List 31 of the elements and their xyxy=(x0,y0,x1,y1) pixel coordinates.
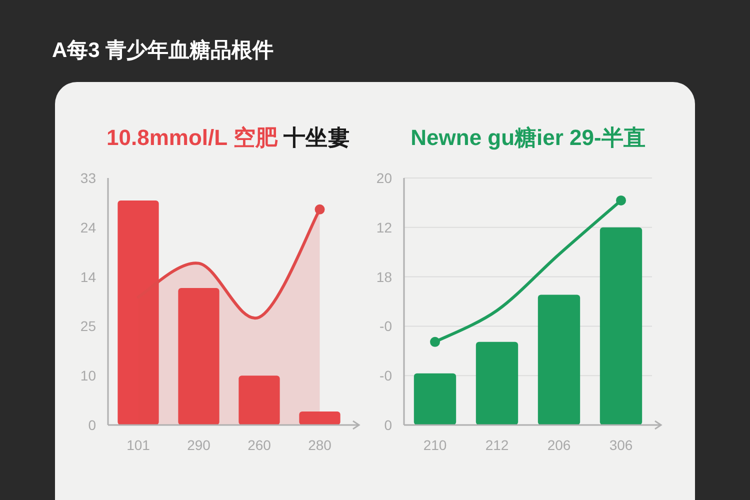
x-tick-label: 101 xyxy=(126,437,150,453)
text: 24 xyxy=(80,219,96,236)
text: -0 xyxy=(380,318,392,334)
x-tick-label: 260 xyxy=(248,437,272,453)
text: A每3 青少年血糖品根件 xyxy=(52,38,274,62)
bar xyxy=(538,294,580,425)
x-tick-label: 280 xyxy=(308,437,332,453)
x-tick-label: 290 xyxy=(187,437,211,453)
x-tick-label: 306 xyxy=(609,437,633,453)
text: 12 xyxy=(376,219,392,236)
chart-title: Newne gu糖ier 29-半直 xyxy=(410,125,646,150)
text: 14 xyxy=(80,268,96,285)
text: 20 xyxy=(376,170,392,186)
text: 10 xyxy=(80,368,96,384)
bar xyxy=(600,227,642,425)
text: 25 xyxy=(80,318,96,334)
text: 0 xyxy=(88,417,96,433)
bar xyxy=(414,373,456,425)
text: 18 xyxy=(376,268,392,285)
bar xyxy=(476,342,518,425)
chart-subtitle: 十坐婁 xyxy=(277,125,350,150)
text: 33 xyxy=(80,170,96,186)
text: 0 xyxy=(384,417,392,433)
x-tick-label: 206 xyxy=(547,437,571,453)
bar xyxy=(238,376,280,425)
x-tick-label: 210 xyxy=(423,437,447,453)
bar xyxy=(178,288,220,425)
x-tick-label: 212 xyxy=(485,437,509,453)
text: -0 xyxy=(380,368,392,384)
chart-title: 10.8mmol/L 空肥 xyxy=(106,125,278,150)
bar xyxy=(299,412,340,425)
